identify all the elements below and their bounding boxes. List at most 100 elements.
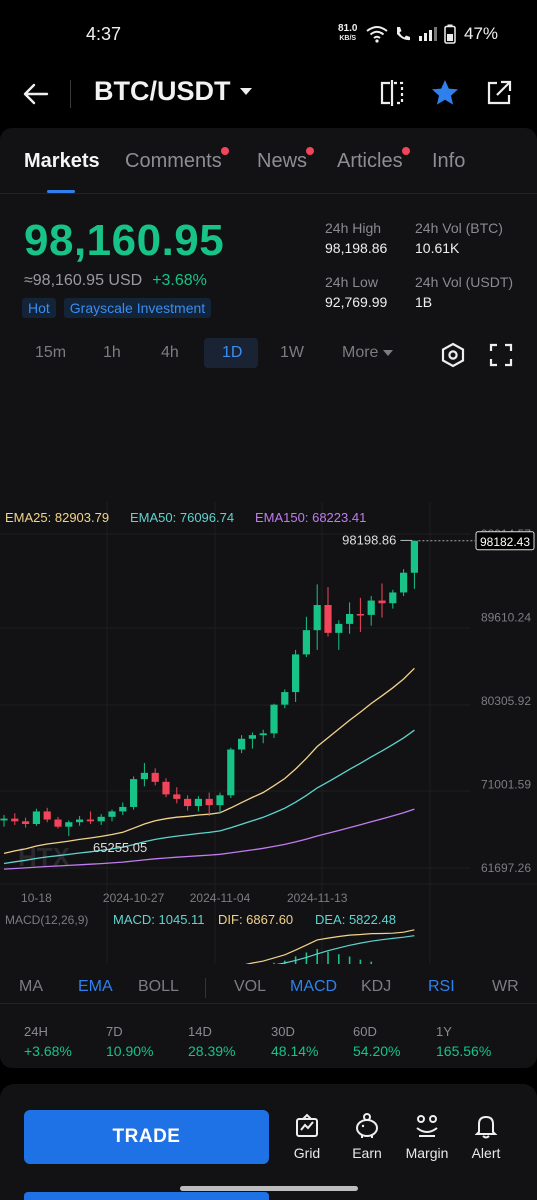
earn-button[interactable]: Earn <box>342 1112 392 1161</box>
candle-body <box>389 592 397 604</box>
signal-icon <box>419 27 437 41</box>
compare-icon[interactable] <box>377 78 407 108</box>
perf-7d: 7D 10.90% <box>106 1024 154 1059</box>
candle-body <box>173 794 181 799</box>
candle-body <box>324 605 332 633</box>
candle-body <box>302 630 310 655</box>
tag-grayscale[interactable]: Grayscale Investment <box>63 298 212 318</box>
perf-24h: 24H +3.68% <box>24 1024 72 1059</box>
candle-body <box>270 704 278 734</box>
ema25-label: EMA25: 82903.79 <box>5 510 109 525</box>
fiat-price: ≈98,160.95 USD +3.68% <box>24 272 207 289</box>
indicator-macd[interactable]: MACD <box>290 978 338 995</box>
margin-percent-icon <box>416 1115 438 1137</box>
candle-body <box>22 821 30 825</box>
candle-body <box>400 572 408 593</box>
x-tick-label: 2024-11-04 <box>190 891 251 905</box>
tab-news[interactable]: News <box>257 147 315 173</box>
perf-30d: 30D 48.14% <box>271 1024 319 1059</box>
candle-body <box>238 738 246 750</box>
home-indicator <box>180 1186 358 1191</box>
high-marker-label: 98198.86 <box>342 532 396 547</box>
indicator-vol[interactable]: VOL <box>234 978 267 995</box>
stat-24h-high: 24h High 98,198.86 <box>325 220 388 256</box>
interval-1w[interactable]: 1W <box>280 344 304 361</box>
tab-articles[interactable]: Articles <box>337 147 410 173</box>
grid-bot-icon <box>296 1113 318 1137</box>
tag-list: Hot Grayscale Investment <box>22 298 212 318</box>
indicator-ema[interactable]: EMA <box>78 978 113 995</box>
ema50-line <box>3 729 415 865</box>
indicator-divider <box>205 978 206 998</box>
candle-body <box>410 540 418 573</box>
dea-value: DEA: 5822.48 <box>315 912 396 927</box>
tab-comments[interactable]: Comments <box>125 147 229 173</box>
candle-body <box>292 654 300 693</box>
y-tick-label: 61697.26 <box>481 861 531 875</box>
status-time: 4:37 <box>86 24 122 44</box>
alert-button[interactable]: Alert <box>461 1112 511 1161</box>
ema50-label: EMA50: 76096.74 <box>130 510 234 525</box>
indicator-kdj[interactable]: KDJ <box>361 978 392 995</box>
y-tick-label: 71001.59 <box>481 778 531 792</box>
margin-button[interactable]: Margin <box>402 1112 452 1161</box>
net-speed: 81.0 KB/S <box>338 23 358 43</box>
candle-body <box>151 772 159 782</box>
current-price-tag: 98182.43 <box>480 535 530 549</box>
indicator-wr[interactable]: WR <box>492 978 519 995</box>
candle-body <box>205 798 213 806</box>
call-icon <box>397 27 410 41</box>
app-header: BTC/USDT <box>0 66 537 122</box>
pair-title: BTC/USDT <box>94 76 231 106</box>
candle-body <box>227 749 235 796</box>
indicator-ma[interactable]: MA <box>19 978 43 995</box>
indicator-rsi[interactable]: RSI <box>428 978 455 995</box>
candle-body <box>76 819 84 823</box>
unread-dot <box>220 147 229 155</box>
status-bar: 4:37 81.0 KB/S 47% <box>0 0 537 66</box>
candle-body <box>162 781 170 795</box>
candle-body <box>119 806 127 812</box>
price-chart[interactable]: EMA25: 82903.79 EMA50: 76096.74 EMA150: 68… <box>0 374 537 964</box>
candle-body <box>356 614 364 616</box>
x-tick-label: 2024-11-13 <box>287 891 348 905</box>
battery-percent: 47% <box>464 24 499 43</box>
interval-15m[interactable]: 15m <box>35 344 67 361</box>
interval-4h[interactable]: 4h <box>161 344 179 361</box>
tab-info[interactable]: Info <box>432 150 466 172</box>
tag-hot[interactable]: Hot <box>22 298 56 318</box>
indicator-boll[interactable]: BOLL <box>138 978 179 995</box>
low-marker-label: 65255.05 <box>93 840 147 855</box>
candle-body <box>378 600 386 604</box>
back-arrow-icon[interactable] <box>22 80 50 108</box>
candle-body <box>32 811 40 825</box>
settings-hexagon-icon[interactable] <box>440 342 466 368</box>
fullscreen-icon[interactable] <box>488 342 514 368</box>
trade-button[interactable]: TRADE <box>24 1110 269 1164</box>
share-icon[interactable] <box>484 78 514 108</box>
star-favorite-icon[interactable] <box>430 78 460 108</box>
macd-value: MACD: 1045.11 <box>113 912 205 927</box>
current-price-tag-box <box>475 531 535 551</box>
candle-body <box>313 605 321 631</box>
candle-body <box>65 822 73 827</box>
candle-body <box>346 614 354 624</box>
interval-more[interactable]: More <box>342 344 393 362</box>
battery-icon <box>444 24 456 44</box>
ema150-line <box>3 808 415 870</box>
caret-down-icon <box>382 350 393 356</box>
y-tick-label: 89610.24 <box>481 611 531 625</box>
piggy-bank-icon <box>356 1113 378 1138</box>
pair-selector[interactable]: BTC/USDT <box>94 76 253 107</box>
perf-14d: 14D 28.39% <box>188 1024 236 1059</box>
candle-body <box>335 623 343 633</box>
price-change: +3.68% <box>152 272 207 289</box>
interval-1d[interactable]: 1D <box>222 344 243 361</box>
interval-1h[interactable]: 1h <box>103 344 121 361</box>
stat-24h-vol-btc: 24h Vol (BTC) 10.61K <box>415 220 503 256</box>
tab-markets[interactable]: Markets <box>24 150 100 172</box>
grid-button[interactable]: Grid <box>282 1112 332 1161</box>
y-tick-label: 80305.92 <box>481 694 531 708</box>
ema150-label: EMA150: 68223.41 <box>255 510 366 525</box>
indicator-tabs: MA EMA BOLL VOL MACD KDJ RSI WR <box>0 970 537 1004</box>
